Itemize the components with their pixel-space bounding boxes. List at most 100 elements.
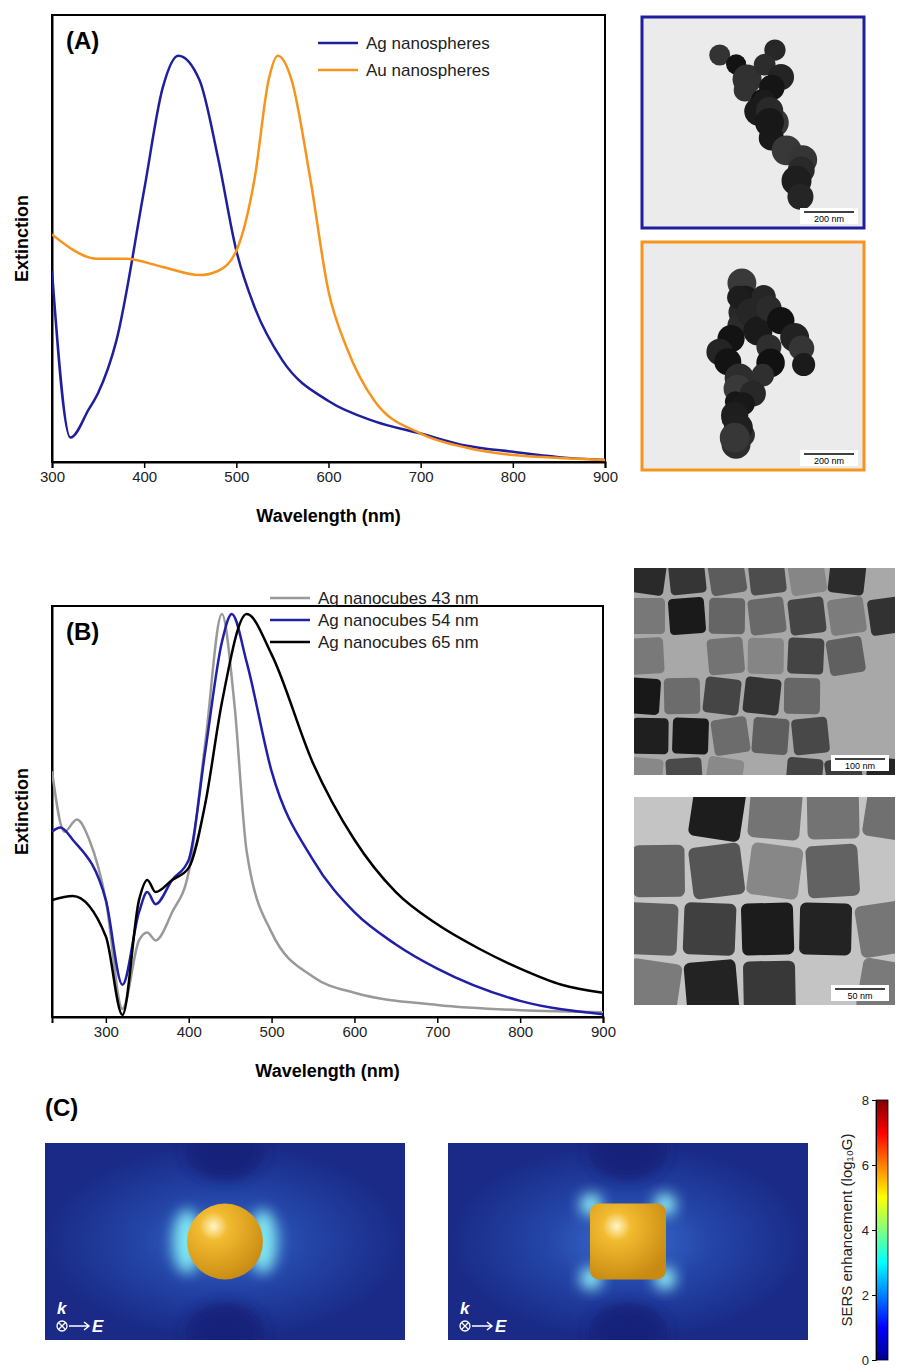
particle — [590, 1204, 666, 1280]
x-tick-label: 700 — [409, 468, 434, 485]
y-axis-title: Extinction — [12, 195, 32, 282]
x-tick: 700 — [425, 1017, 450, 1040]
scale-bar — [835, 758, 885, 760]
panel-label: (C) — [45, 1094, 78, 1121]
x-tick: 300 — [40, 462, 65, 485]
particle — [634, 902, 679, 956]
particle — [792, 353, 815, 376]
vector-into-page — [59, 1323, 66, 1330]
field-node — [185, 1302, 265, 1340]
micrograph: 200 nm — [642, 242, 864, 470]
x-axis: 300400500600700800900 — [53, 1017, 617, 1040]
particle — [807, 797, 860, 840]
field-node — [185, 1143, 265, 1181]
x-axis-title: Wavelength (nm) — [255, 1061, 399, 1081]
colorbar-tick-label: 2 — [862, 1288, 869, 1303]
legend-swatch — [318, 42, 358, 45]
x-tick-label: 400 — [177, 1023, 202, 1040]
legend-label: Ag nanocubes 43 nm — [318, 589, 479, 608]
particle — [683, 959, 739, 1005]
x-tick: 700 — [409, 462, 434, 485]
particle — [634, 756, 664, 775]
x-tick: 600 — [316, 462, 341, 485]
panel-label: (A) — [66, 27, 99, 54]
scale-bar-patch — [800, 450, 858, 466]
colorbar-tick-label: 0 — [862, 1353, 869, 1367]
series-line — [52, 614, 603, 1014]
particle — [791, 716, 830, 755]
particle — [747, 568, 787, 596]
scale-bar-label: 100 nm — [845, 761, 875, 771]
x-tick: 400 — [177, 1017, 202, 1040]
x-tick-label: 900 — [591, 1023, 616, 1040]
colorbar-tick: 4 — [862, 1223, 876, 1238]
colorbar-tick-mark — [872, 1100, 876, 1101]
particle — [683, 902, 737, 956]
legend-swatch — [270, 641, 310, 644]
particle — [799, 902, 852, 955]
x-tick-label: 600 — [342, 1023, 367, 1040]
colorbar-tick-label: 8 — [862, 1093, 869, 1108]
x-axis-title: Wavelength (nm) — [256, 506, 400, 526]
legend-swatch — [318, 69, 358, 72]
field-map — [45, 1143, 405, 1340]
particle — [634, 957, 683, 1005]
x-tick-label: 500 — [260, 1023, 285, 1040]
field-map — [448, 1143, 808, 1340]
legend-swatch — [270, 619, 310, 622]
legend: Ag nanospheresAu nanospheres — [318, 34, 490, 80]
series-line — [52, 56, 605, 460]
particle — [787, 568, 828, 597]
vector-arrow — [69, 1322, 89, 1330]
particle — [709, 598, 745, 634]
vector-label: E — [495, 1317, 507, 1336]
x-tick-label: 900 — [593, 468, 618, 485]
legend: Ag nanocubes 43 nmAg nanocubes 54 nmAg n… — [270, 589, 479, 652]
legend-label: Ag nanocubes 54 nm — [318, 611, 479, 630]
vector-label: k — [57, 1299, 68, 1318]
field-node — [588, 1143, 668, 1181]
micrograph-border — [642, 17, 864, 228]
x-tick: 900 — [591, 1017, 616, 1040]
particle — [741, 902, 795, 956]
vector-label: E — [92, 1317, 104, 1336]
x-tick: 800 — [501, 462, 526, 485]
particle — [187, 1204, 263, 1280]
micrograph: 50 nm — [634, 797, 895, 1005]
x-axis: 300400500600700800900 — [40, 462, 618, 485]
x-tick-label: 600 — [316, 468, 341, 485]
particle — [688, 797, 747, 843]
colorbar-tick: 2 — [862, 1288, 876, 1303]
particle — [854, 899, 895, 958]
particle — [634, 677, 661, 715]
panel-label: (B) — [66, 618, 99, 645]
particle — [787, 596, 827, 636]
x-tick-label: 800 — [501, 468, 526, 485]
field-node — [588, 1302, 668, 1340]
plot-frame — [52, 606, 603, 1017]
colorbar-tick-label: 4 — [862, 1223, 869, 1238]
particle — [634, 845, 685, 898]
particle — [704, 755, 745, 775]
x-tick: 500 — [260, 1017, 285, 1040]
colorbar-tick-mark — [872, 1360, 876, 1361]
lines — [52, 56, 605, 460]
plot-frame — [52, 15, 605, 462]
scale-bar — [835, 988, 885, 990]
particle — [784, 678, 820, 714]
particle — [706, 636, 745, 675]
colorbar-tick-label: 6 — [862, 1158, 869, 1173]
x-tick-label: 500 — [224, 468, 249, 485]
scale-bar — [804, 453, 854, 455]
particle — [787, 184, 813, 210]
x-tick-label: 800 — [508, 1023, 533, 1040]
micrograph: 200 nm — [642, 17, 864, 228]
colorbar-axis-line — [872, 1101, 877, 1361]
scale-bar-patch — [831, 755, 889, 771]
scale-bar-patch — [831, 985, 889, 1001]
particle — [634, 598, 665, 634]
particle — [667, 568, 707, 596]
colorbar-tick: 6 — [862, 1158, 876, 1173]
colorbar-tick-mark — [872, 1165, 876, 1166]
micrograph-ground — [634, 568, 895, 775]
